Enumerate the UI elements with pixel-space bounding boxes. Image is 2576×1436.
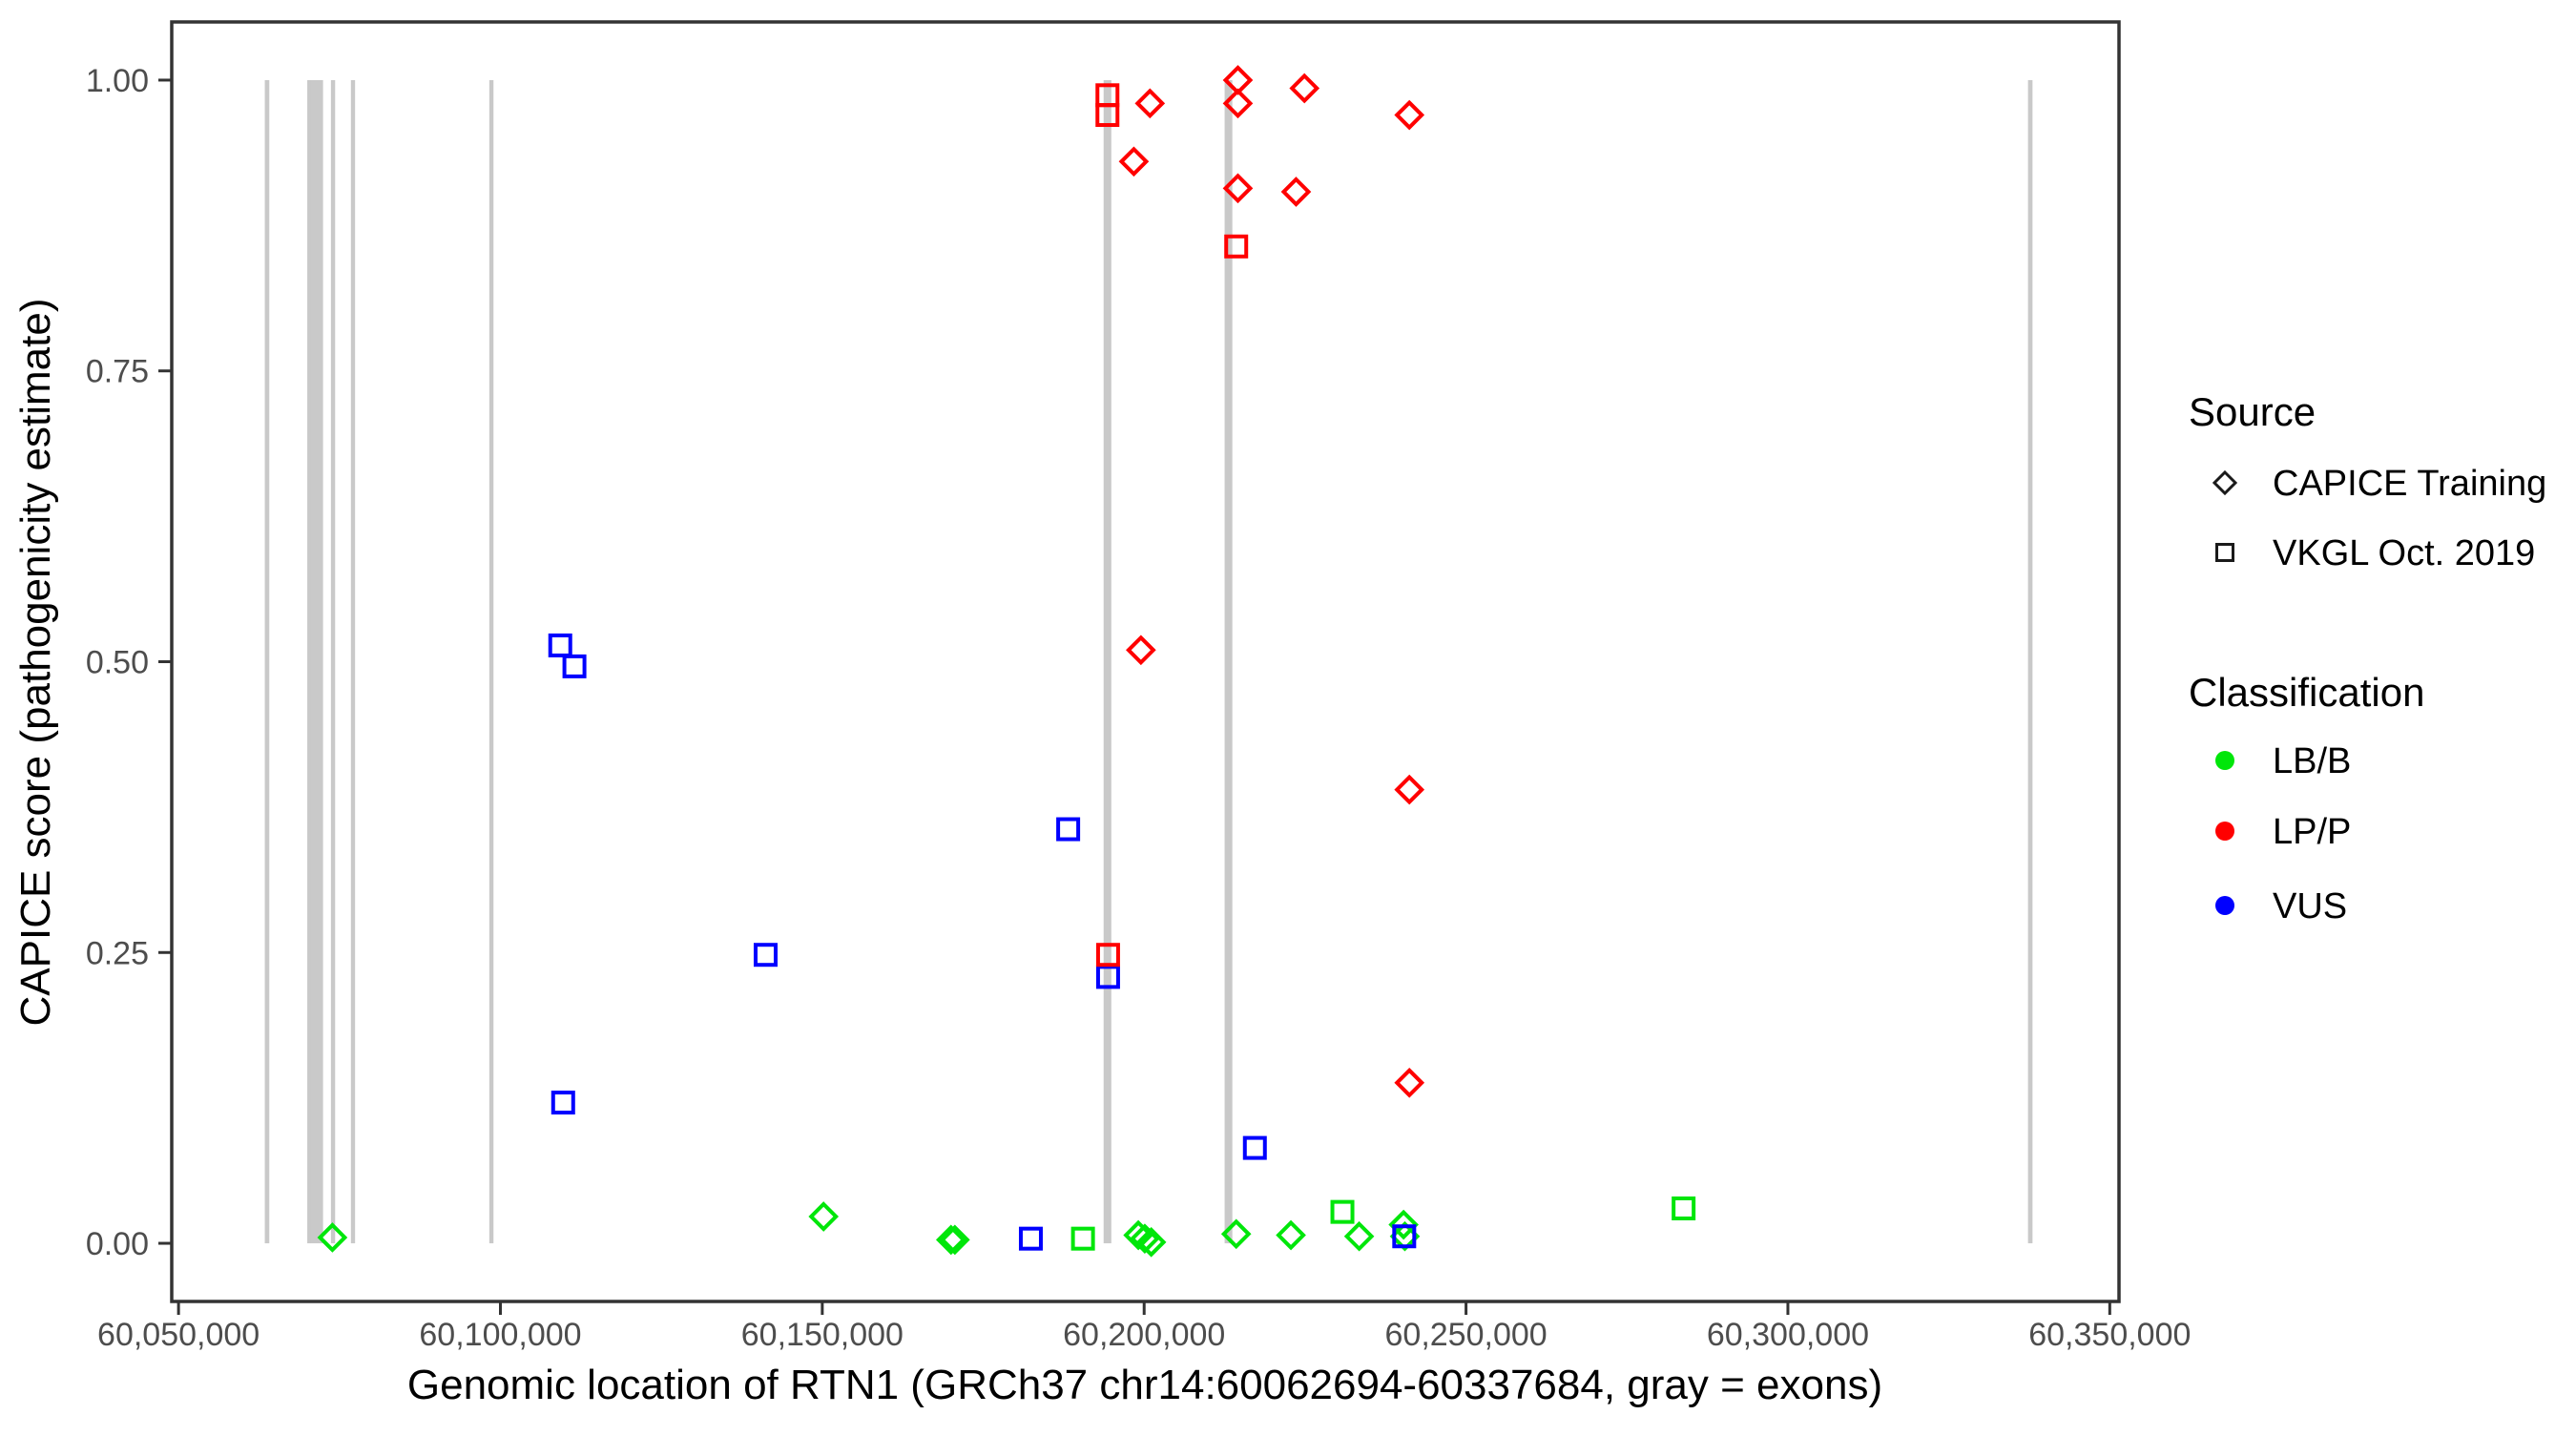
data-point-square [1018, 1226, 1043, 1251]
data-point-diamond [317, 1222, 348, 1253]
data-point-diamond [1135, 1227, 1167, 1258]
x-tick-label: 60,300,000 [1707, 1317, 1869, 1353]
legend-source-item-label: CAPICE Training [2273, 464, 2546, 504]
data-point-diamond [1289, 73, 1320, 104]
axes-layer: 60,050,000 60,100,000 60,150,000 60,200,000… [86, 63, 2192, 1353]
data-point-layer [317, 65, 1696, 1258]
exon-band [1224, 79, 1233, 1244]
data-point-diamond [1394, 1067, 1425, 1098]
exon-band [1103, 79, 1111, 1244]
data-point-square [562, 654, 587, 678]
data-point-diamond [940, 1224, 970, 1256]
data-point-diamond [1388, 1209, 1419, 1240]
exon-band [488, 79, 494, 1244]
data-point-square [1095, 943, 1120, 968]
data-point-diamond [1220, 1218, 1252, 1250]
x-tick-label: 60,350,000 [2028, 1317, 2191, 1353]
data-point-square [1242, 1135, 1267, 1160]
legend-classification-title: Classification [2189, 670, 2424, 715]
exon-band [330, 79, 336, 1244]
legend-source-item-label: VKGL Oct. 2019 [2273, 533, 2535, 573]
y-tick-label: 0.25 [86, 935, 149, 971]
x-tick-label: 60,100,000 [419, 1317, 581, 1353]
data-point-diamond [1126, 635, 1156, 666]
data-point-square [551, 1091, 575, 1115]
y-tick-label: 0.75 [86, 354, 149, 390]
legend: Source Classification CAPICE Training VKG… [2189, 389, 2546, 926]
legend-key-diamond-icon [2212, 469, 2238, 496]
data-point-diamond [1130, 1223, 1160, 1254]
legend-items: CAPICE Training VKGL Oct. 2019 LB/B LP/P VUS [2212, 464, 2546, 926]
y-tick-label: 0.00 [86, 1226, 149, 1262]
data-point-diamond [1222, 173, 1254, 204]
data-point-diamond [1222, 88, 1254, 119]
plot-panel-border [170, 20, 2121, 1303]
x-axis-title: Genomic location of RTN1 (GRCh37 chr14:6… [407, 1362, 1882, 1408]
data-point-diamond [1123, 1219, 1153, 1251]
data-point-square [1224, 234, 1249, 259]
legend-classification-swatch [2215, 751, 2234, 770]
data-point-square [753, 943, 778, 968]
legend-classification-item-label: LP/P [2273, 812, 2351, 852]
data-point-square [1392, 1224, 1417, 1249]
data-point-diamond [1343, 1220, 1375, 1252]
x-tick-label: 60,050,000 [97, 1317, 260, 1353]
data-point-square [1330, 1199, 1355, 1224]
legend-classification-item-label: LB/B [2273, 741, 2351, 781]
legend-classification-swatch [2215, 896, 2234, 915]
data-point-diamond [1280, 177, 1312, 207]
x-tick-label: 60,150,000 [741, 1317, 904, 1353]
exon-band [2027, 79, 2033, 1244]
data-point-diamond [1394, 99, 1425, 131]
legend-key-square-icon [2215, 543, 2234, 562]
exon-band [350, 79, 356, 1244]
exon-layer [264, 79, 2033, 1244]
data-point-diamond [1276, 1219, 1306, 1251]
legend-classification-swatch [2215, 822, 2234, 841]
y-axis-title: CAPICE score (pathogenicity estimate) [12, 299, 59, 1027]
data-point-diamond [1118, 146, 1150, 177]
data-point-square [1070, 1226, 1095, 1251]
exon-band [310, 79, 323, 1244]
exon-band [264, 79, 270, 1244]
data-point-diamond [1394, 774, 1425, 805]
data-point-diamond [935, 1224, 966, 1256]
y-tick-label: 0.50 [86, 645, 149, 681]
data-point-square [1095, 103, 1120, 128]
x-tick-label: 60,250,000 [1385, 1317, 1548, 1353]
legend-classification-item-label: VUS [2273, 886, 2347, 926]
data-point-square [548, 633, 572, 657]
y-tick-label: 1.00 [86, 63, 149, 99]
legend-source-title: Source [2189, 389, 2316, 434]
exon-band [307, 79, 312, 1244]
x-tick-label: 60,200,000 [1063, 1317, 1225, 1353]
data-point-square [1056, 817, 1081, 842]
data-point-diamond [808, 1201, 840, 1232]
data-point-square [1672, 1196, 1696, 1220]
data-point-diamond [1134, 88, 1166, 119]
data-point-square [1095, 965, 1120, 989]
